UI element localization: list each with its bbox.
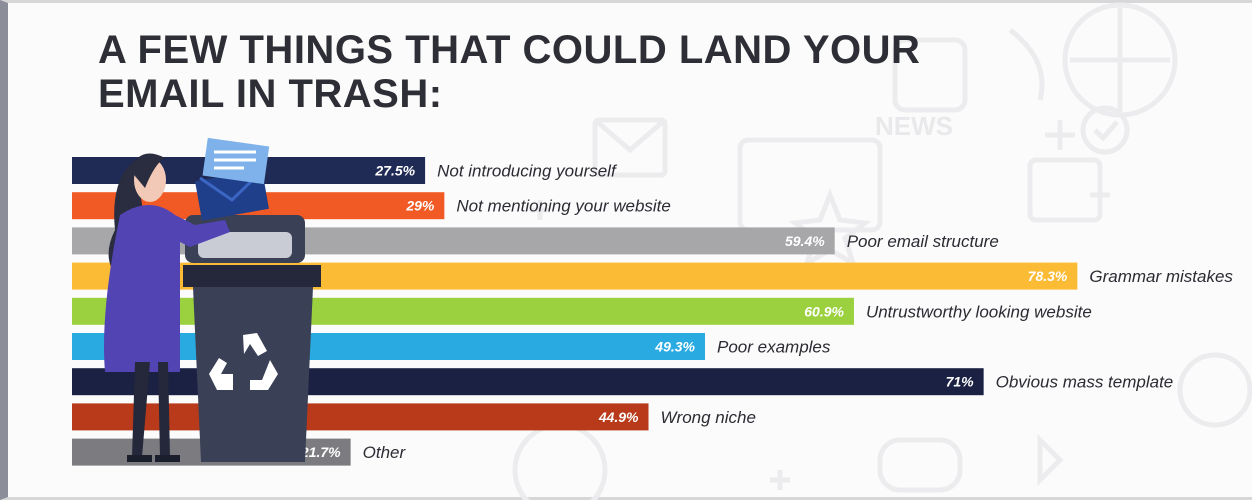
category-label-7: Obvious mass template bbox=[996, 373, 1174, 392]
news-doodle-text: NEWS bbox=[875, 111, 953, 141]
value-label-5: 60.9% bbox=[804, 303, 844, 319]
value-label-8: 44.9% bbox=[598, 409, 639, 425]
page-title: A FEW THINGS THAT COULD LAND YOUR EMAIL … bbox=[98, 28, 998, 116]
category-label-8: Wrong niche bbox=[661, 408, 756, 427]
category-label-6: Poor examples bbox=[717, 338, 831, 357]
globe-lines-icon bbox=[1070, 5, 1170, 115]
legs bbox=[132, 362, 170, 457]
bin-lid bbox=[183, 265, 321, 287]
category-label-3: Poor email structure bbox=[847, 232, 999, 251]
category-label-1: Not introducing yourself bbox=[437, 162, 618, 181]
value-label-6: 49.3% bbox=[654, 339, 695, 355]
recycle-icon bbox=[209, 333, 278, 390]
category-label-4: Grammar mistakes bbox=[1089, 267, 1233, 286]
mail-icon bbox=[592, 117, 668, 178]
plus-icon bbox=[1045, 120, 1075, 150]
avatar-doodle-icon bbox=[1177, 352, 1252, 428]
woman-figure bbox=[104, 153, 230, 462]
envelope-icon bbox=[195, 137, 270, 221]
small-plus-icon bbox=[1090, 185, 1110, 205]
category-label-5: Untrustworthy looking website bbox=[866, 302, 1092, 321]
trash-bin bbox=[193, 287, 313, 462]
play-icon bbox=[1037, 433, 1064, 487]
check-circle-icon bbox=[1080, 105, 1130, 155]
value-label-9: 21.7% bbox=[300, 444, 341, 460]
title-line-1: A FEW THINGS THAT COULD LAND YOUR bbox=[98, 28, 921, 72]
value-label-7: 71% bbox=[946, 374, 975, 390]
phone-icon bbox=[1008, 28, 1045, 101]
category-label-9: Other bbox=[363, 443, 407, 462]
bin-handle-highlight bbox=[198, 232, 292, 258]
value-label-1: 27.5% bbox=[374, 163, 415, 179]
category-label-2: Not mentioning your website bbox=[456, 197, 671, 216]
user-profile-icon bbox=[892, 37, 968, 113]
shoes bbox=[127, 455, 180, 462]
title-line-2: EMAIL IN TRASH: bbox=[98, 72, 443, 116]
jacket bbox=[104, 205, 230, 372]
value-label-2: 29% bbox=[405, 198, 435, 214]
value-label-4: 78.3% bbox=[1028, 268, 1068, 284]
plus-bottom-icon bbox=[770, 470, 790, 490]
value-label-3: 59.4% bbox=[785, 233, 825, 249]
gamepad-icon bbox=[877, 437, 963, 493]
